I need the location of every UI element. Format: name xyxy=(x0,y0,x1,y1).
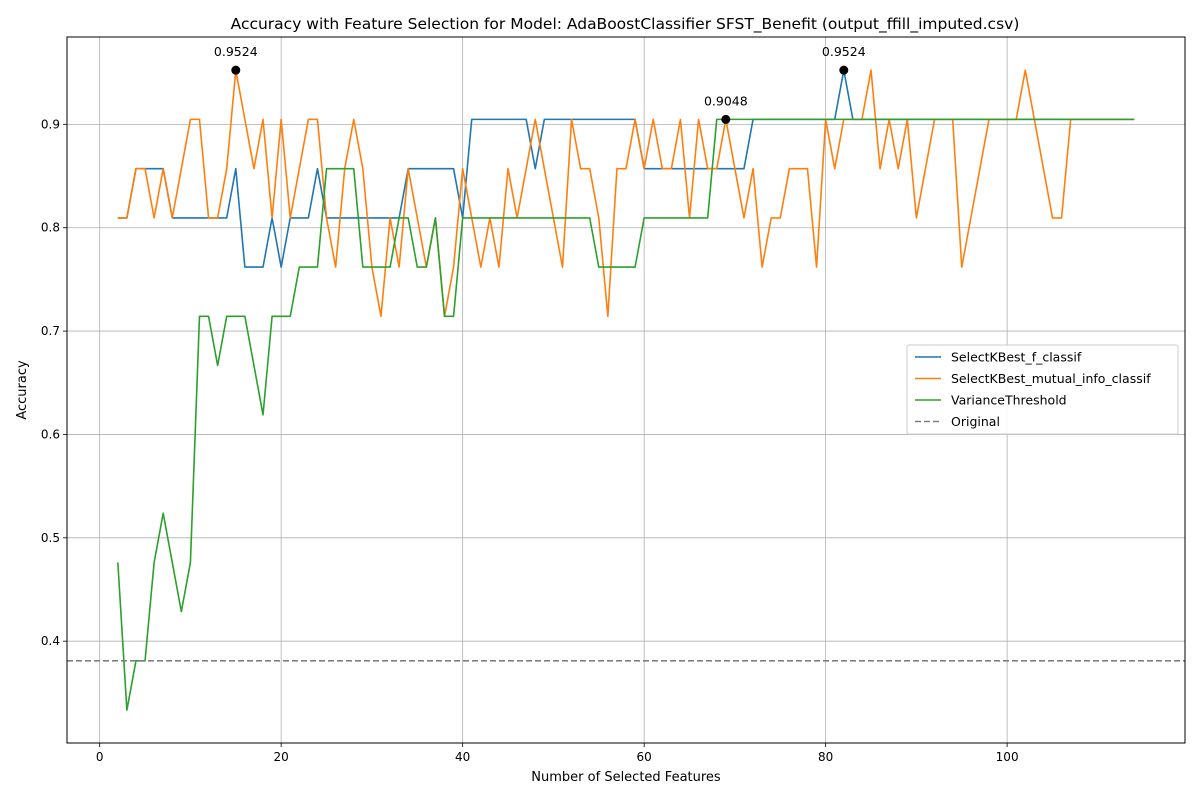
legend-label: SelectKBest_f_classif xyxy=(951,350,1082,365)
legend-label: SelectKBest_mutual_info_classif xyxy=(951,371,1151,386)
annotation-label: 0.9524 xyxy=(214,44,258,59)
annotation-point xyxy=(839,65,849,75)
x-tick-label: 80 xyxy=(818,750,833,764)
y-tick-label: 0.7 xyxy=(41,324,60,338)
x-axis-label: Number of Selected Features xyxy=(531,770,721,785)
y-tick-label: 0.8 xyxy=(41,221,60,235)
legend-label: VarianceThreshold xyxy=(951,393,1067,408)
series-lines xyxy=(67,69,1185,711)
chart-title: Accuracy with Feature Selection for Mode… xyxy=(231,15,1020,34)
x-tick-label: 0 xyxy=(96,750,104,764)
y-axis-label: Accuracy xyxy=(15,360,30,420)
legend-box xyxy=(906,344,1179,435)
plot-frame xyxy=(66,36,1186,744)
legend-label: Original xyxy=(951,414,1000,429)
y-tick-label: 0.4 xyxy=(41,634,60,648)
x-tick-label: 60 xyxy=(637,750,652,764)
annotations: 0.9524 0.9048 0.9524 xyxy=(214,44,866,124)
x-tick-label: 40 xyxy=(455,750,470,764)
y-tick-label: 0.6 xyxy=(41,427,60,441)
annotation-point xyxy=(231,65,241,75)
series-line-variancethreshold xyxy=(117,118,1135,711)
axis-ticks: 0 20 40 60 80 100 0.4 0.5 0.6 0.7 0.8 0.9 xyxy=(41,117,1019,764)
y-tick-label: 0.5 xyxy=(41,531,60,545)
x-tick-label: 100 xyxy=(996,750,1019,764)
series-line-selectkbest-mutual-info-classif xyxy=(117,69,1135,318)
legend: SelectKBest_f_classif SelectKBest_mutual_… xyxy=(906,344,1179,435)
annotation-label: 0.9524 xyxy=(822,44,866,59)
annotation-label: 0.9048 xyxy=(704,93,748,108)
annotation-point xyxy=(721,114,731,124)
y-tick-label: 0.9 xyxy=(41,117,60,131)
x-tick-label: 20 xyxy=(274,750,289,764)
